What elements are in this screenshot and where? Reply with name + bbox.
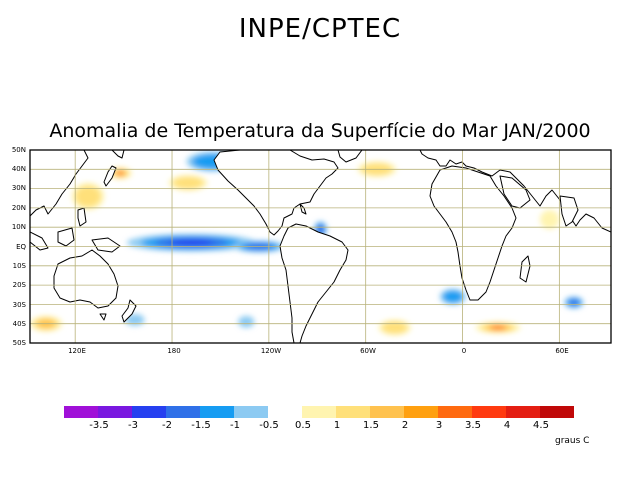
india-outline	[559, 195, 579, 227]
greenland-outline	[337, 150, 363, 163]
colorbar-label: -2	[162, 420, 172, 431]
colorbar-swatch	[268, 406, 302, 418]
eurasia-outline	[419, 150, 611, 233]
colorbar-swatch	[540, 406, 574, 418]
japan-outline	[103, 165, 117, 187]
colorbar-swatch	[64, 406, 98, 418]
colorbar-label: 1	[333, 420, 341, 431]
colorbar	[64, 406, 574, 418]
borneo-outline	[57, 227, 75, 247]
colorbar-label: -1.5	[191, 420, 211, 431]
colorbar-swatch	[404, 406, 438, 418]
madagascar-outline	[519, 255, 531, 283]
warm-anomaly	[116, 171, 125, 176]
colorbar-swatch	[166, 406, 200, 418]
lat-label-50s: 50S	[12, 339, 26, 347]
cold-anomaly	[238, 315, 255, 328]
colorbar-label: 4.5	[533, 420, 549, 431]
asia-west-outline	[30, 150, 89, 217]
warm-anomaly	[539, 209, 560, 230]
colorbar-label: 3	[435, 420, 443, 431]
colorbar-label: -0.5	[259, 420, 279, 431]
colorbar-swatch	[472, 406, 506, 418]
cold-anomaly	[169, 239, 214, 246]
map-subtitle: Anomalia de Temperatura da Superfície do…	[49, 120, 591, 142]
warm-anomaly	[75, 185, 101, 207]
lat-label-40n: 40N	[11, 165, 26, 173]
lat-label-30s: 30S	[12, 301, 26, 309]
colorbar-swatch	[98, 406, 132, 418]
colorbar-swatch	[370, 406, 404, 418]
colorbar-label: -1	[230, 420, 240, 431]
cold-anomaly	[318, 226, 323, 232]
lon-label-180: 180	[167, 347, 181, 355]
map-frame	[29, 149, 612, 344]
colorbar-swatch	[132, 406, 166, 418]
lat-label-30n: 30N	[11, 184, 26, 192]
warm-anomaly	[490, 325, 506, 330]
australia-outline	[53, 249, 119, 309]
units-label: graus C	[555, 436, 590, 446]
colorbar-label: 3.5	[465, 420, 481, 431]
colorbar-swatch	[506, 406, 540, 418]
continent-coastlines	[30, 150, 611, 343]
lat-label-10s: 10S	[12, 262, 26, 270]
florida-outline	[299, 203, 307, 215]
main-title: INPE/CPTEC	[238, 14, 402, 44]
africa-outline	[429, 165, 517, 301]
lat-label-10n: 10N	[11, 223, 26, 231]
lat-label-20s: 20S	[12, 281, 26, 289]
cold-anomaly	[442, 290, 463, 303]
tasmania-outline	[99, 313, 107, 321]
warm-anomaly	[382, 321, 408, 334]
philippines-outline	[77, 207, 87, 227]
colorbar-label: -3	[128, 420, 138, 431]
colorbar-label: 2	[401, 420, 409, 431]
lat-label-40s: 40S	[12, 320, 26, 328]
new-zealand-outline	[121, 299, 137, 323]
north-america-outline	[213, 150, 339, 236]
colorbar-swatch	[200, 406, 234, 418]
lon-label-60e: 60E	[555, 347, 569, 355]
warm-anomaly	[173, 176, 204, 189]
colorbar-label: -3.5	[89, 420, 109, 431]
colorbar-swatch	[438, 406, 472, 418]
lon-label-120w: 120W	[260, 347, 282, 355]
arabia-outline	[499, 175, 531, 209]
colorbar-swatch	[234, 406, 268, 418]
colorbar-label: 4	[503, 420, 511, 431]
south-america-outline	[279, 223, 349, 343]
lat-label-50n: 50N	[11, 146, 26, 154]
lat-label-20n: 20N	[11, 204, 26, 212]
kamchatka-outline	[111, 150, 125, 159]
lat-label-eq: EQ	[16, 243, 26, 251]
colorbar-label: 1.5	[363, 420, 379, 431]
colorbar-swatch	[336, 406, 370, 418]
lon-label-60w: 60W	[360, 347, 376, 355]
lon-label-120e: 120E	[68, 347, 86, 355]
new-guinea-outline	[91, 237, 121, 253]
cold-anomaly	[125, 314, 145, 326]
lat-lon-grid	[30, 150, 611, 343]
colorbar-label: 0.5	[295, 420, 311, 431]
sumatra-outline	[30, 231, 49, 251]
colorbar-swatch	[302, 406, 336, 418]
lon-label-0: 0	[461, 347, 467, 355]
